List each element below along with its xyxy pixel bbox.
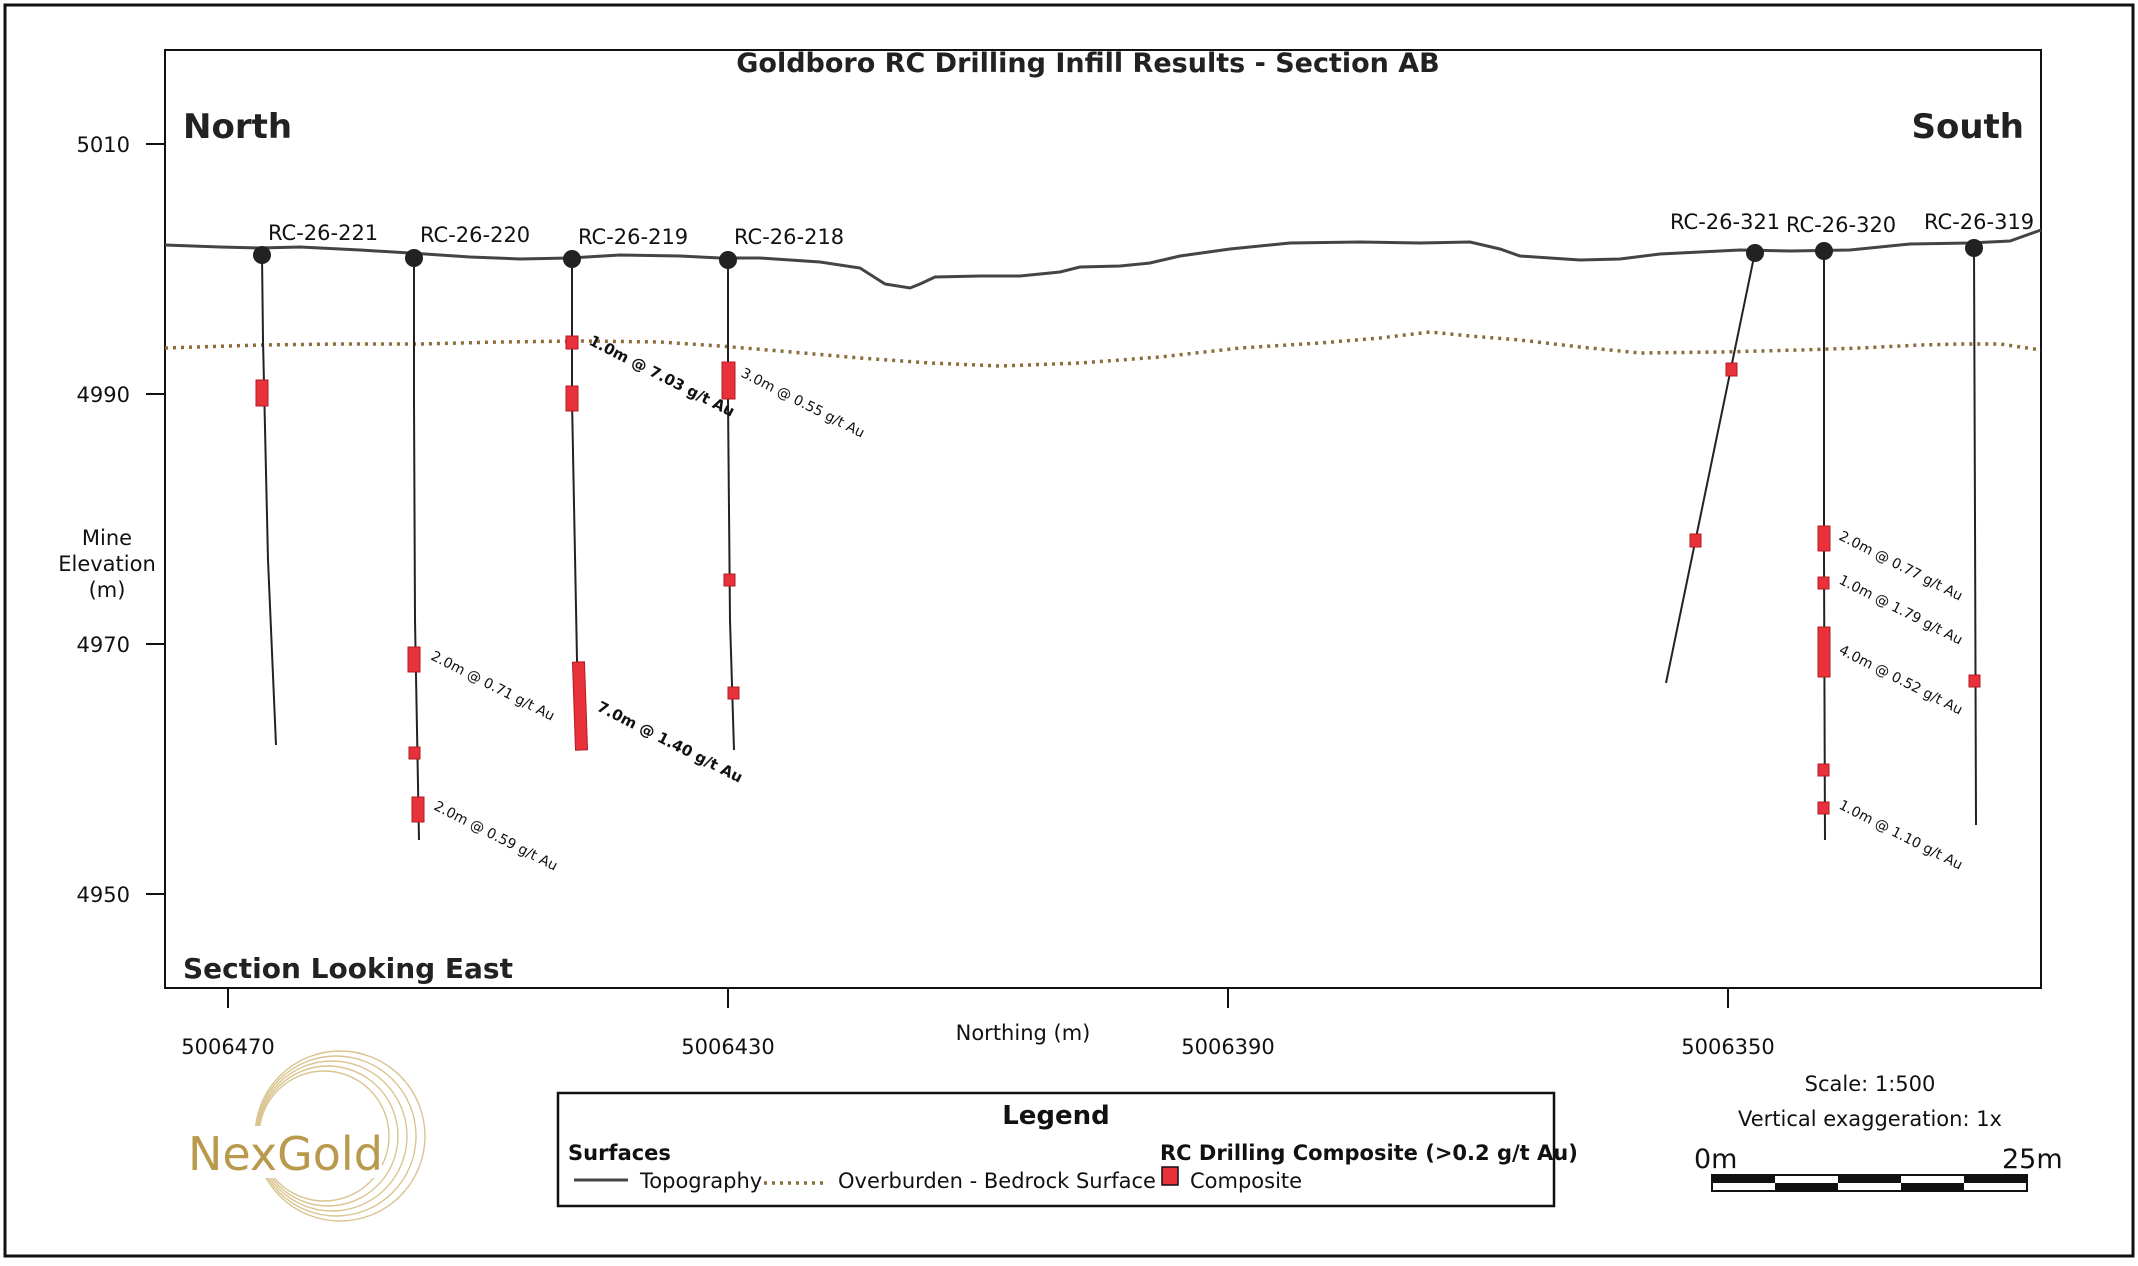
composite-marker — [565, 385, 579, 412]
drill-trace-rc-26-320 — [1823, 251, 1826, 841]
vertical-exaggeration-text: Vertical exaggeration: 1x — [1738, 1107, 2002, 1131]
scale-block: Scale: 1:500 Vertical exaggeration: 1x 0… — [1694, 1072, 2063, 1192]
x-tick-label: 5006430 — [681, 1035, 775, 1059]
legend-composite-swatch — [1161, 1166, 1179, 1186]
legend-composite-heading: RC Drilling Composite (>0.2 g/t Au) — [1160, 1141, 1578, 1165]
legend-box — [556, 1091, 1556, 1208]
composite-marker — [723, 573, 736, 587]
collar-marker — [405, 249, 423, 267]
intercept-labels: 1.0m @ 7.03 g/t Au 3.0m @ 0.55 g/t Au 2.… — [428, 332, 1965, 875]
hole-label: RC-26-219 — [578, 225, 688, 249]
hole-label: RC-26-321 — [1670, 210, 1780, 234]
hole-label: RC-26-221 — [268, 221, 378, 245]
composite-marker — [571, 661, 589, 751]
composite-marker — [255, 379, 269, 407]
intercept-label: 2.0m @ 0.71 g/t Au — [428, 648, 557, 724]
legend-surfaces-heading: Surfaces — [568, 1141, 671, 1165]
composite-marker — [1968, 674, 1981, 688]
composite-marker — [721, 361, 736, 400]
topography-line — [164, 228, 2042, 290]
collar-marker — [1965, 239, 1983, 257]
hole-label: RC-26-319 — [1924, 210, 2034, 234]
collar-marker — [253, 246, 271, 264]
logo-text: NexGold — [188, 1127, 383, 1181]
intercept-label: 7.0m @ 1.40 g/t Au — [594, 698, 745, 787]
legend-overburden-label: Overburden - Bedrock Surface — [838, 1169, 1156, 1193]
drill-trace-rc-26-221 — [261, 254, 277, 746]
collar-marker — [1746, 244, 1764, 262]
composite-marker — [1817, 763, 1830, 777]
intercept-label: 3.0m @ 0.55 g/t Au — [738, 365, 867, 441]
composite-marker — [1817, 626, 1831, 678]
nexgold-logo: NexGold — [186, 1050, 426, 1222]
y-tick-label: 4990 — [77, 383, 130, 407]
overburden-bedrock-line — [164, 330, 2042, 368]
composite-marker — [565, 335, 579, 350]
figure-border — [3, 3, 2135, 1258]
section-view-label: Section Looking East — [183, 952, 513, 985]
x-tick-label: 5006390 — [1181, 1035, 1275, 1059]
scale-bar — [1711, 1174, 2028, 1192]
collar-marker — [1815, 242, 1833, 260]
legend-composite-label: Composite — [1190, 1169, 1302, 1193]
scale-bar-end-label: 25m — [2002, 1144, 2063, 1175]
hole-label: RC-26-218 — [734, 225, 844, 249]
plot-frame — [164, 49, 2042, 989]
legend: Legend Surfaces Topography Overburden - … — [556, 1091, 1578, 1208]
drill-trace-rc-26-321 — [1665, 251, 1756, 684]
intercept-label: 1.0m @ 1.10 g/t Au — [1836, 797, 1965, 873]
composite-marker — [408, 746, 421, 760]
y-axis-label-line: Mine — [82, 526, 132, 550]
scale-text: Scale: 1:500 — [1805, 1072, 1936, 1096]
composite-marker — [727, 686, 740, 700]
x-axis: 5006470 5006430 5006390 5006350 Northing… — [181, 988, 1775, 1059]
chart-title: Goldboro RC Drilling Infill Results - Se… — [736, 48, 1440, 79]
drill-trace-rc-26-319 — [1973, 247, 1977, 826]
y-axis-label-line: Elevation — [58, 552, 156, 576]
collar-marker — [719, 251, 737, 269]
legend-title: Legend — [1002, 1101, 1110, 1131]
north-label: North — [183, 107, 292, 147]
composite-marker — [1817, 525, 1831, 552]
legend-topography-label: Topography — [639, 1169, 762, 1193]
composite-marker — [1817, 576, 1830, 590]
composite-marker — [1817, 801, 1830, 815]
intercept-label: 1.0m @ 7.03 g/t Au — [586, 332, 737, 421]
intercept-label: 2.0m @ 0.59 g/t Au — [431, 798, 560, 874]
composites — [255, 335, 1981, 823]
composite-marker — [1689, 533, 1702, 548]
hole-label: RC-26-320 — [1786, 213, 1896, 237]
x-tick-label: 5006470 — [181, 1035, 275, 1059]
y-tick-label: 5010 — [77, 133, 130, 157]
x-tick-label: 5006350 — [1681, 1035, 1775, 1059]
hole-labels: RC-26-221 RC-26-220 RC-26-219 RC-26-218 … — [268, 210, 2034, 249]
y-tick-label: 4950 — [77, 883, 130, 907]
drill-trace-rc-26-218 — [727, 260, 735, 751]
south-label: South — [1911, 107, 2024, 147]
composite-marker — [407, 646, 421, 673]
drill-trace-rc-26-220 — [413, 258, 420, 841]
y-axis-label-line: (m) — [89, 578, 126, 602]
composite-marker — [1725, 362, 1738, 377]
drill-traces — [261, 247, 1977, 841]
y-axis: 5010 4990 4970 4950 Mine Elevation (m) — [58, 133, 165, 907]
x-axis-label: Northing (m) — [956, 1021, 1091, 1045]
composite-marker — [411, 796, 425, 823]
scale-bar-start-label: 0m — [1694, 1144, 1737, 1175]
y-tick-label: 4970 — [77, 633, 130, 657]
hole-label: RC-26-220 — [420, 223, 530, 247]
collar-marker — [563, 250, 581, 268]
intercept-label: 4.0m @ 0.52 g/t Au — [1836, 642, 1965, 718]
collars — [253, 239, 1983, 269]
